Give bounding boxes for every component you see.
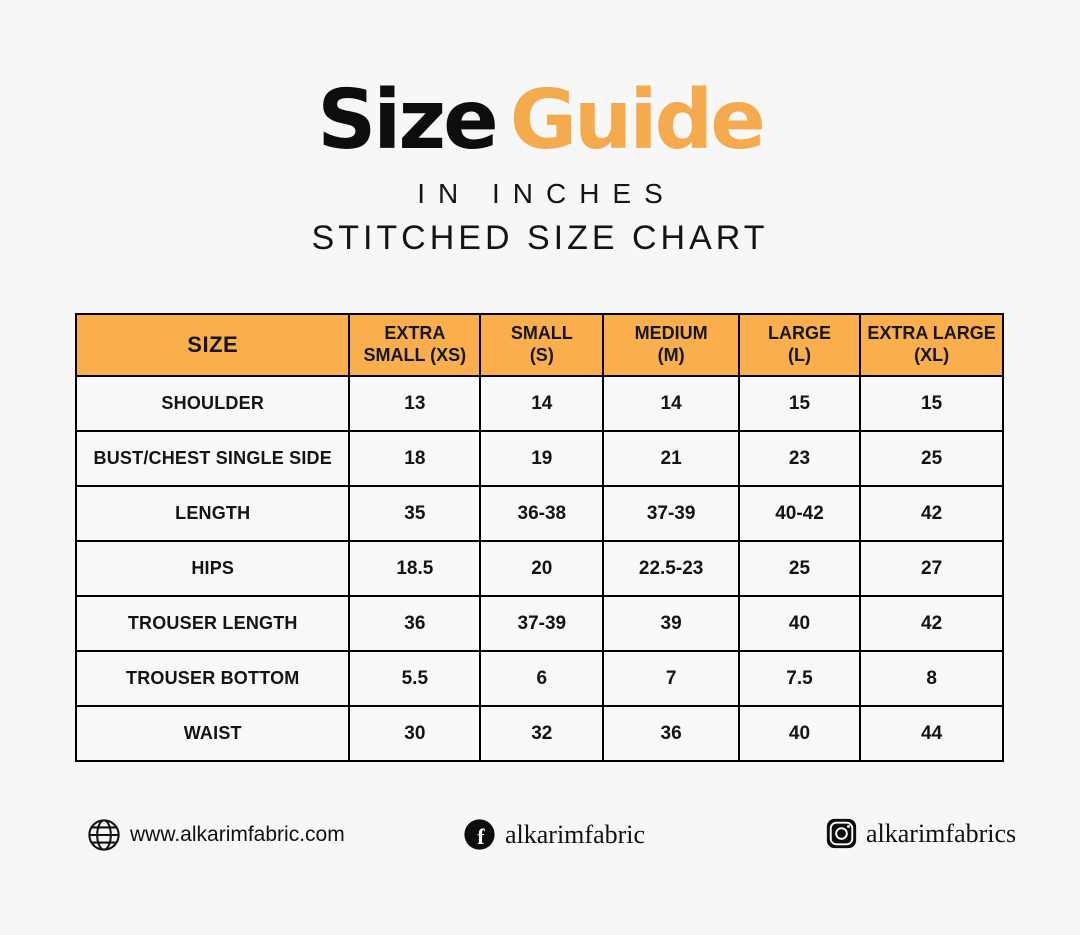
- value-cell: 36: [348, 595, 482, 652]
- facebook-icon: f: [463, 818, 496, 851]
- table-row-hips: HIPS 18.5 20 22.5-23 25 27: [74, 540, 1004, 597]
- row-label: BUST/CHEST SINGLE SIDE: [74, 430, 351, 487]
- value-cell: 36-38: [479, 485, 605, 542]
- footer: www.alkarimfabric.com f alkarimfabric: [0, 818, 1080, 864]
- column-header-medium: MEDIUM (M): [602, 313, 740, 377]
- table-row-trouser-bottom: TROUSER BOTTOM 5.5 6 7 7.5 8: [74, 650, 1004, 707]
- column-header-extra-small: EXTRA SMALL (XS): [348, 313, 482, 377]
- globe-icon: [87, 818, 121, 852]
- value-cell: 19: [479, 430, 605, 487]
- value-cell: 44: [859, 705, 1004, 762]
- row-label: WAIST: [74, 705, 351, 762]
- value-cell: 18.5: [348, 540, 482, 597]
- header-row: SIZE EXTRA SMALL (XS) SMALL (S) MEDIUM (M) …: [74, 313, 1004, 377]
- value-cell: 20: [479, 540, 605, 597]
- value-cell: 40: [737, 595, 862, 652]
- value-cell: 37-39: [479, 595, 605, 652]
- value-cell: 13: [348, 375, 482, 432]
- value-cell: 7: [602, 650, 740, 707]
- title-block: Size Guide IN INCHES STITCHED SIZE CHART: [0, 0, 1080, 258]
- table-row-bust-chest: BUST/CHEST SINGLE SIDE 18 19 21 23 25: [74, 430, 1004, 487]
- row-label: TROUSER BOTTOM: [74, 650, 351, 707]
- instagram-icon: [826, 818, 857, 849]
- column-header-large: LARGE (L): [737, 313, 862, 377]
- value-cell: 15: [859, 375, 1004, 432]
- value-cell: 32: [479, 705, 605, 762]
- value-cell: 18: [348, 430, 482, 487]
- instagram-handle: alkarimfabrics: [866, 818, 1017, 848]
- website-link[interactable]: www.alkarimfabric.com: [87, 818, 345, 852]
- value-cell: 42: [859, 485, 1004, 542]
- value-cell: 5.5: [348, 650, 482, 707]
- value-cell: 14: [479, 375, 605, 432]
- subtitle-stitched-size-chart: STITCHED SIZE CHART: [311, 219, 769, 257]
- value-cell: 22.5-23: [602, 540, 740, 597]
- table-row-shoulder: SHOULDER 13 14 14 15 15: [74, 375, 1004, 432]
- value-cell: 39: [602, 595, 740, 652]
- value-cell: 40-42: [737, 485, 862, 542]
- column-header-small: SMALL (S): [479, 313, 605, 377]
- facebook-link[interactable]: f alkarimfabric: [463, 818, 645, 851]
- value-cell: 8: [859, 650, 1004, 707]
- value-cell: 15: [737, 375, 862, 432]
- value-cell: 23: [737, 430, 862, 487]
- subtitle-in-inches: IN INCHES: [417, 178, 676, 209]
- table-row-length: LENGTH 35 36-38 37-39 40-42 42: [74, 485, 1004, 542]
- size-chart-table: SIZE EXTRA SMALL (XS) SMALL (S) MEDIUM (M) …: [74, 313, 1004, 762]
- value-cell: 27: [859, 540, 1004, 597]
- title-word-guide: Guide: [509, 73, 766, 168]
- table-row-waist: WAIST 30 32 36 40 44: [74, 705, 1004, 762]
- website-url: www.alkarimfabric.com: [130, 823, 345, 846]
- value-cell: 40: [737, 705, 862, 762]
- value-cell: 6: [479, 650, 605, 707]
- value-cell: 35: [348, 485, 482, 542]
- value-cell: 30: [348, 705, 482, 762]
- value-cell: 25: [859, 430, 1004, 487]
- svg-text:f: f: [477, 824, 485, 849]
- instagram-link[interactable]: alkarimfabrics: [826, 818, 1016, 849]
- value-cell: 37-39: [602, 485, 740, 542]
- table-row-trouser-length: TROUSER LENGTH 36 37-39 39 40 42: [74, 595, 1004, 652]
- title-word-size: Size: [317, 73, 499, 168]
- value-cell: 7.5: [737, 650, 862, 707]
- page-title: Size Guide: [0, 0, 1080, 162]
- column-header-size: SIZE: [74, 313, 351, 377]
- value-cell: 21: [602, 430, 740, 487]
- row-label: TROUSER LENGTH: [74, 595, 351, 652]
- value-cell: 25: [737, 540, 862, 597]
- value-cell: 36: [602, 705, 740, 762]
- row-label: SHOULDER: [74, 375, 351, 432]
- value-cell: 14: [602, 375, 740, 432]
- row-label: LENGTH: [74, 485, 351, 542]
- row-label: HIPS: [74, 540, 351, 597]
- value-cell: 42: [859, 595, 1004, 652]
- column-header-extra-large: EXTRA LARGE (XL): [859, 313, 1004, 377]
- facebook-handle: alkarimfabric: [505, 819, 646, 849]
